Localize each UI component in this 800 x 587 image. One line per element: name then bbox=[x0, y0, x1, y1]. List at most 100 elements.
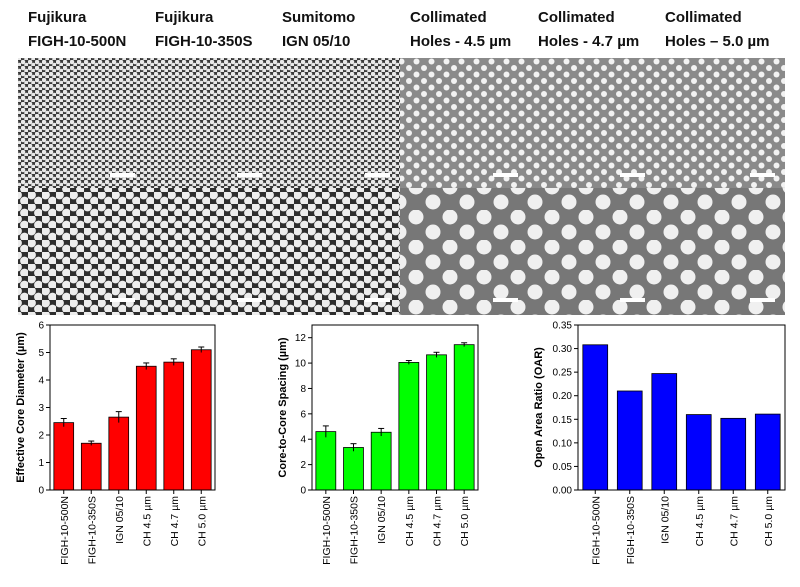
y-tick-label: 0.10 bbox=[553, 438, 573, 449]
bar bbox=[190, 349, 212, 491]
y-tick-label: 6 bbox=[38, 321, 44, 332]
bar bbox=[720, 417, 747, 491]
column-title: Collimated bbox=[665, 9, 742, 26]
x-tick-label: FIGH-10-350S bbox=[349, 496, 361, 564]
bar bbox=[108, 416, 130, 491]
bar bbox=[370, 431, 392, 491]
x-tick-label: FIGH-10-350S bbox=[86, 496, 98, 564]
column-title: FIGH-10-350S bbox=[155, 33, 253, 50]
y-tick-label: 0.20 bbox=[553, 391, 573, 402]
bar bbox=[754, 413, 781, 491]
column-title: Sumitomo bbox=[282, 9, 355, 26]
y-tick-label: 3 bbox=[38, 403, 44, 414]
y-tick-label: 1 bbox=[38, 458, 44, 469]
x-tick-label: FIGH-10-350S bbox=[625, 496, 637, 564]
scale-bar bbox=[237, 173, 262, 177]
column-title: Holes – 5.0 µm bbox=[665, 33, 770, 50]
scale-bar bbox=[110, 173, 135, 177]
y-tick-label: 0 bbox=[300, 486, 306, 497]
y-tick-label: 0.25 bbox=[553, 368, 573, 379]
x-tick-label: CH 4.7 µm bbox=[728, 496, 740, 547]
x-tick-label: CH 4.7 µm bbox=[432, 496, 444, 547]
error-bar bbox=[198, 346, 205, 353]
scale-bar bbox=[620, 173, 645, 177]
column-title: Holes - 4.5 µm bbox=[410, 33, 511, 50]
bar bbox=[453, 344, 475, 491]
x-tick-label: FIGH-10-500N bbox=[590, 496, 602, 565]
x-tick-label: CH 5.0 µm bbox=[459, 496, 471, 547]
y-tick-label: 10 bbox=[295, 359, 307, 370]
scale-bar bbox=[237, 298, 262, 302]
scale-bar bbox=[750, 298, 775, 302]
bar bbox=[163, 361, 185, 491]
error-bar bbox=[350, 443, 357, 452]
bar bbox=[80, 442, 102, 491]
scale-bar bbox=[365, 173, 390, 177]
y-axis-label: Effective Core Diameter (µm) bbox=[15, 332, 27, 483]
error-bar bbox=[60, 418, 67, 427]
plot-frame bbox=[577, 324, 786, 491]
y-tick-label: 0.30 bbox=[553, 344, 573, 355]
error-bar bbox=[322, 425, 329, 438]
scale-bar bbox=[110, 298, 135, 302]
error-bar bbox=[433, 351, 440, 358]
micrograph bbox=[655, 58, 785, 188]
y-tick-label: 8 bbox=[300, 384, 306, 395]
x-tick-label: CH 4.7 µm bbox=[169, 496, 181, 547]
x-tick-label: IGN 05/10 bbox=[376, 496, 388, 544]
scale-bar bbox=[365, 298, 390, 302]
y-tick-label: 6 bbox=[300, 409, 306, 420]
error-bar bbox=[88, 440, 95, 446]
column-title: FIGH-10-500N bbox=[28, 33, 126, 50]
x-tick-label: FIGH-10-500N bbox=[321, 496, 333, 565]
micrograph bbox=[145, 58, 272, 188]
error-bar bbox=[461, 342, 468, 347]
x-tick-label: IGN 05/10 bbox=[114, 496, 126, 544]
bar bbox=[582, 344, 609, 491]
micrograph bbox=[272, 58, 400, 188]
column-title: Collimated bbox=[410, 9, 487, 26]
error-bar bbox=[170, 358, 177, 366]
micrograph-zoom bbox=[145, 188, 272, 315]
micrograph-zoom bbox=[528, 188, 655, 315]
y-tick-label: 4 bbox=[38, 376, 44, 387]
bar bbox=[398, 362, 420, 491]
y-tick-label: 5 bbox=[38, 348, 44, 359]
column-title: IGN 05/10 bbox=[282, 33, 350, 50]
micrograph-zoom bbox=[272, 188, 400, 315]
bar bbox=[53, 422, 75, 491]
x-tick-label: IGN 05/10 bbox=[659, 496, 671, 544]
micrograph bbox=[18, 58, 145, 188]
column-title: Fujikura bbox=[28, 9, 87, 26]
micrograph-zoom bbox=[400, 188, 528, 315]
plot-frame bbox=[311, 324, 479, 491]
y-tick-label: 0 bbox=[38, 486, 44, 497]
y-tick-label: 4 bbox=[300, 435, 306, 446]
bar bbox=[315, 431, 337, 491]
y-tick-label: 0.05 bbox=[553, 462, 573, 473]
bar bbox=[426, 354, 447, 491]
bar bbox=[616, 390, 643, 491]
error-bar bbox=[378, 427, 385, 437]
y-tick-label: 2 bbox=[38, 431, 44, 442]
micrograph bbox=[528, 58, 655, 188]
scale-bar bbox=[493, 173, 518, 177]
column-title: Holes - 4.7 µm bbox=[538, 33, 639, 50]
x-tick-label: CH 4.5 µm bbox=[141, 496, 153, 547]
error-bar bbox=[143, 362, 150, 370]
bar bbox=[343, 447, 364, 491]
x-tick-label: CH 5.0 µm bbox=[196, 496, 208, 547]
x-tick-label: CH 5.0 µm bbox=[763, 496, 775, 547]
y-tick-label: 0.15 bbox=[553, 415, 573, 426]
bar bbox=[135, 365, 157, 491]
y-tick-label: 0.00 bbox=[553, 486, 573, 497]
plot-frame bbox=[49, 324, 216, 491]
y-axis-label: Open Area Ratio (OAR) bbox=[533, 347, 545, 468]
column-title: Collimated bbox=[538, 9, 615, 26]
x-tick-label: CH 4.5 µm bbox=[404, 496, 416, 547]
y-tick-label: 2 bbox=[300, 460, 306, 471]
x-tick-label: FIGH-10-500N bbox=[59, 496, 71, 565]
micrograph bbox=[400, 58, 528, 188]
bar bbox=[685, 414, 712, 491]
